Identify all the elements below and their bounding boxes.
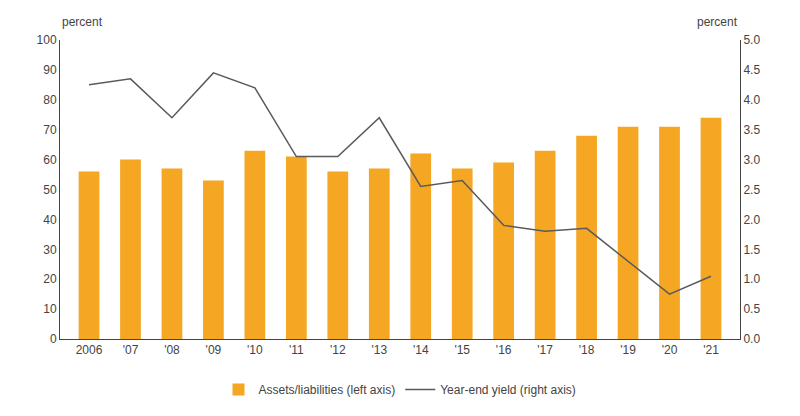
svg-text:'21: '21 xyxy=(703,343,719,357)
svg-text:'11: '11 xyxy=(289,343,304,357)
svg-text:80: 80 xyxy=(43,93,57,107)
svg-text:'16: '16 xyxy=(496,343,512,357)
svg-text:3.5: 3.5 xyxy=(743,123,760,137)
svg-text:90: 90 xyxy=(43,63,57,77)
svg-text:'07: '07 xyxy=(123,343,139,357)
svg-text:100: 100 xyxy=(37,33,57,47)
svg-text:'10: '10 xyxy=(247,343,263,357)
svg-text:0: 0 xyxy=(50,332,57,346)
svg-text:'12: '12 xyxy=(330,343,346,357)
svg-text:'19: '19 xyxy=(620,343,636,357)
svg-text:2006: 2006 xyxy=(76,343,103,357)
svg-text:'14: '14 xyxy=(413,343,429,357)
svg-text:'08: '08 xyxy=(164,343,180,357)
svg-text:20: 20 xyxy=(43,272,57,286)
svg-text:50: 50 xyxy=(43,183,57,197)
svg-text:30: 30 xyxy=(43,243,57,257)
svg-text:percent: percent xyxy=(62,15,103,29)
svg-text:10: 10 xyxy=(43,302,57,316)
svg-text:40: 40 xyxy=(43,213,57,227)
svg-text:4.0: 4.0 xyxy=(743,93,760,107)
svg-text:'09: '09 xyxy=(206,343,222,357)
svg-text:Year-end yield (right axis): Year-end yield (right axis) xyxy=(440,383,576,397)
svg-text:1.0: 1.0 xyxy=(743,272,760,286)
svg-text:70: 70 xyxy=(43,123,57,137)
svg-text:5.0: 5.0 xyxy=(743,33,760,47)
svg-text:Assets/liabilities (left axis): Assets/liabilities (left axis) xyxy=(259,383,396,397)
svg-text:0.5: 0.5 xyxy=(743,302,760,316)
svg-text:'15: '15 xyxy=(454,343,470,357)
svg-text:1.5: 1.5 xyxy=(743,243,760,257)
svg-text:2.5: 2.5 xyxy=(743,183,760,197)
svg-text:0.0: 0.0 xyxy=(743,332,760,346)
svg-text:3.0: 3.0 xyxy=(743,153,760,167)
svg-text:60: 60 xyxy=(43,153,57,167)
svg-text:'13: '13 xyxy=(371,343,387,357)
svg-text:'20: '20 xyxy=(662,343,678,357)
svg-text:2.0: 2.0 xyxy=(743,213,760,227)
svg-text:percent: percent xyxy=(697,15,738,29)
svg-text:'18: '18 xyxy=(579,343,595,357)
svg-text:4.5: 4.5 xyxy=(743,63,760,77)
svg-text:'17: '17 xyxy=(537,343,553,357)
